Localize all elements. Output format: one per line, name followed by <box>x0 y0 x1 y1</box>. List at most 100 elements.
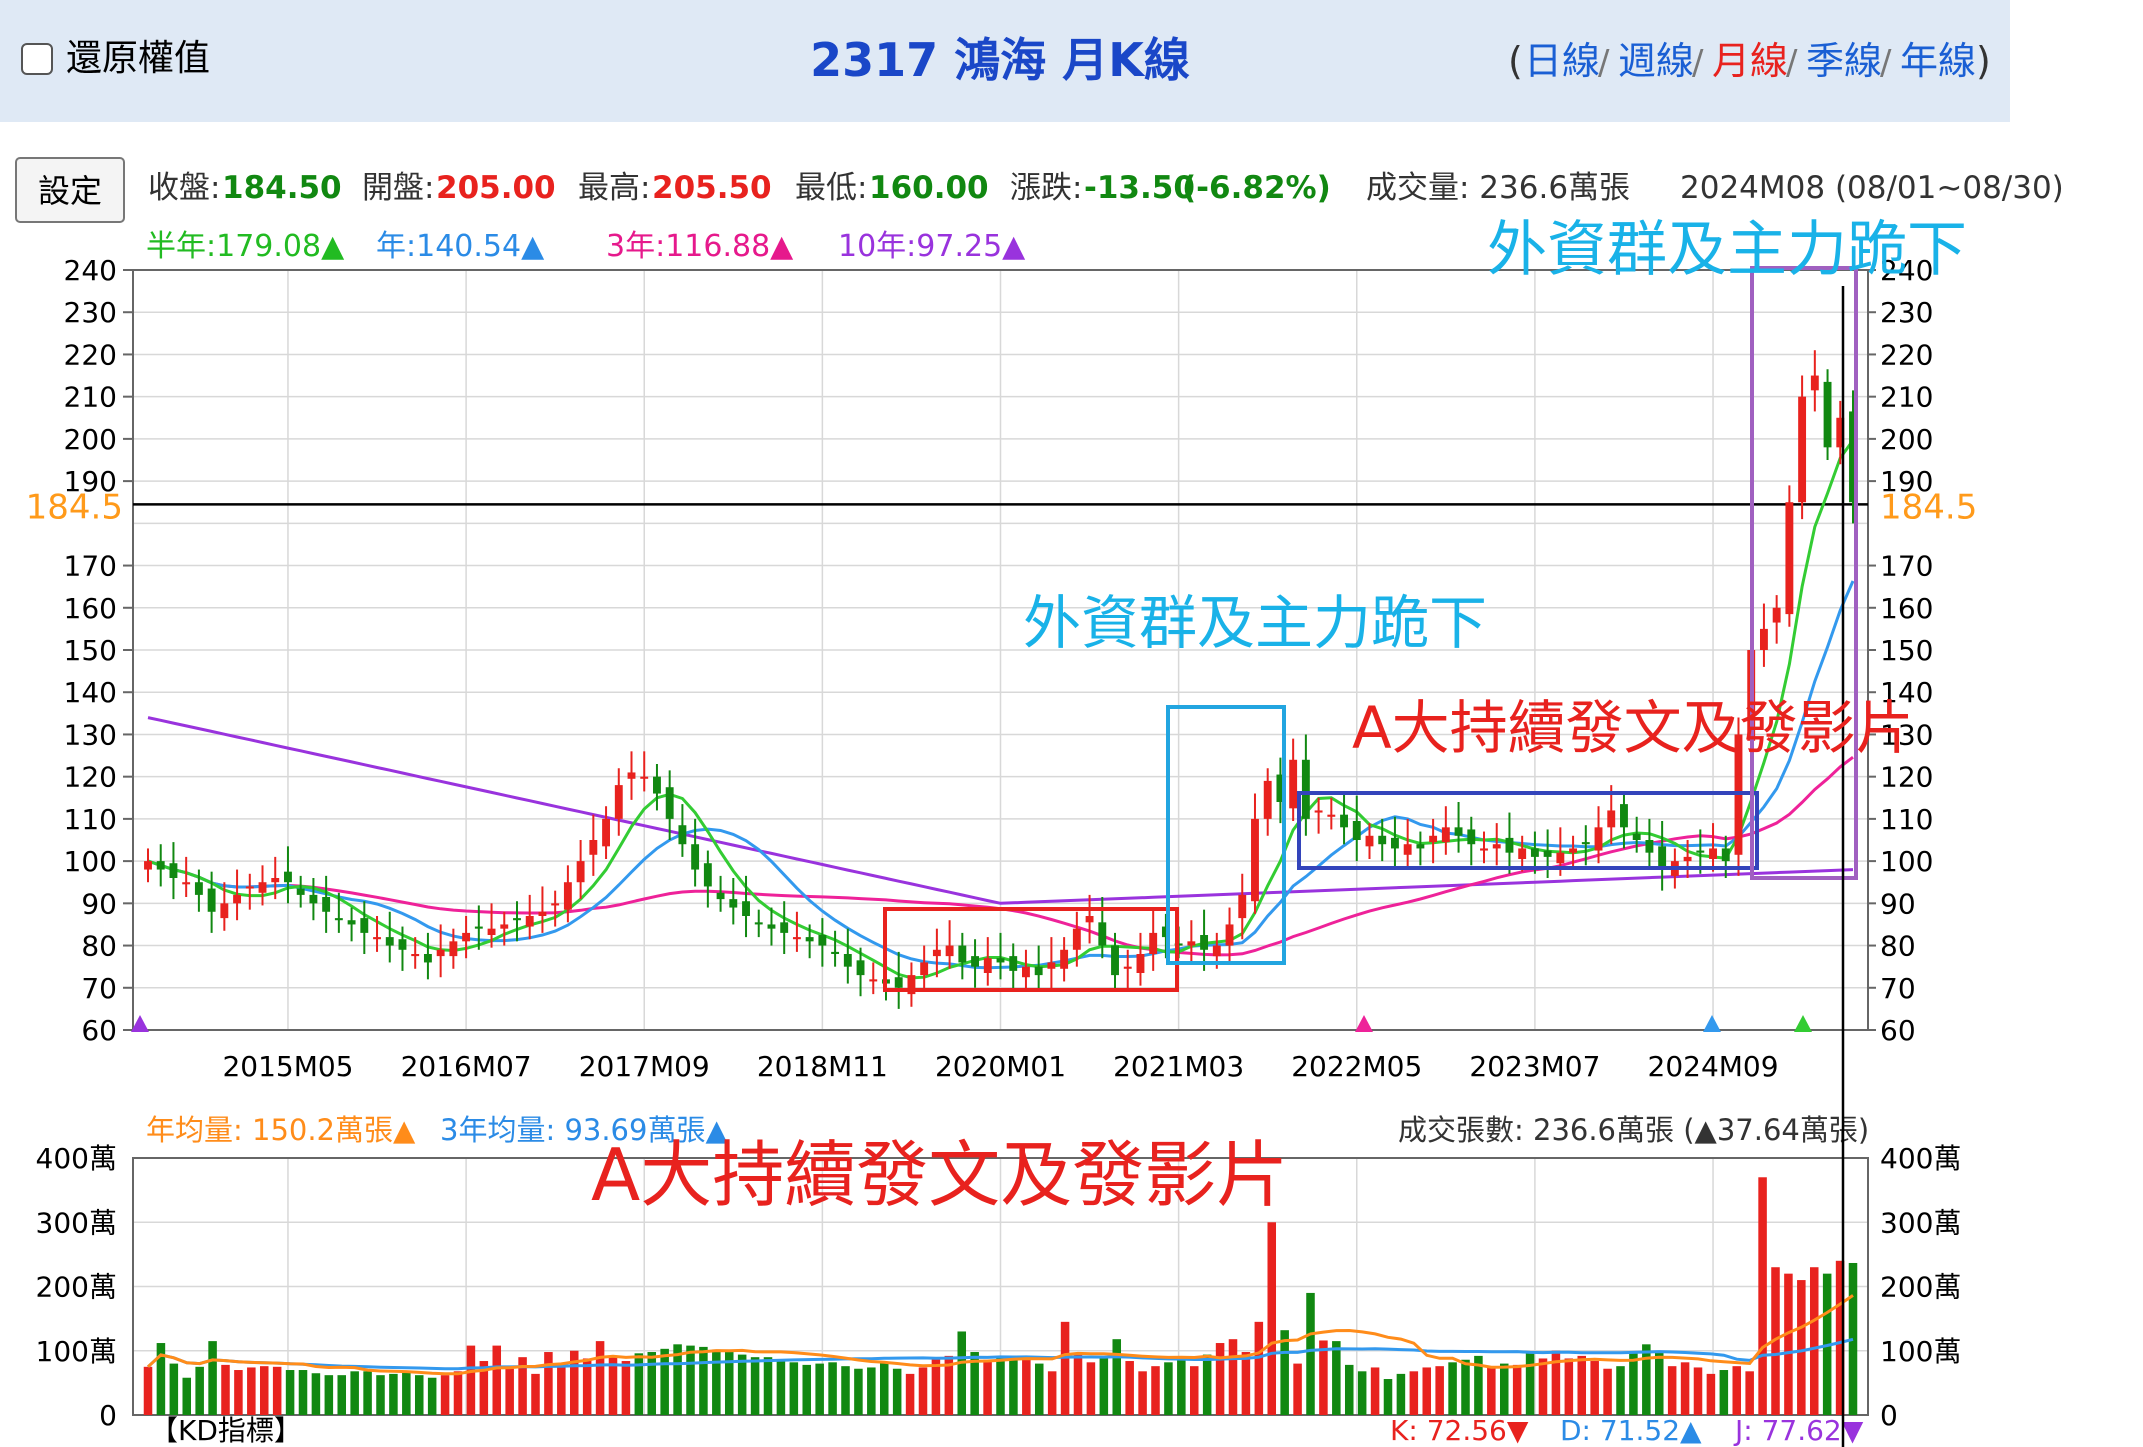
adjusted-price-checkbox[interactable] <box>21 43 53 75</box>
volume-bar <box>1241 1352 1251 1415</box>
volume-panel: 0 0 100萬 100萬 200萬 200萬 300萬 300萬 400萬 400萬 <box>36 1142 1962 1432</box>
volume-bar <box>828 1362 837 1415</box>
close-label: 收盤: <box>148 170 220 206</box>
candle-body <box>1022 966 1030 978</box>
volume-bar <box>272 1366 282 1415</box>
volume-bar <box>1525 1353 1535 1415</box>
period-link-1[interactable]: 週線 <box>1618 39 1694 83</box>
volume-bar <box>337 1375 347 1415</box>
candle-body <box>1683 856 1692 862</box>
candle-body <box>856 960 865 976</box>
x-tick-label: 2017M09 <box>579 1050 710 1083</box>
candle-body <box>754 922 763 925</box>
volume-bar <box>1642 1344 1651 1415</box>
ma-legend-2: 3年:116.88▲ <box>606 229 793 264</box>
vol-tick-left: 100萬 <box>36 1335 117 1368</box>
purple-rally-box <box>1750 266 1858 880</box>
candle-body <box>1111 945 1119 976</box>
candle-body <box>729 899 738 908</box>
volume-bar <box>143 1366 153 1415</box>
candle-body <box>614 785 623 819</box>
volume-bar <box>1034 1363 1044 1415</box>
candle-body <box>1123 966 1132 969</box>
volume-bar <box>1009 1355 1018 1415</box>
volume-bar <box>1293 1363 1302 1415</box>
candle-body <box>182 882 191 885</box>
candle-body <box>1709 848 1717 859</box>
period-link-2[interactable]: 月線 <box>1712 39 1788 83</box>
candle-body <box>309 894 318 904</box>
volume-bar <box>1125 1361 1134 1415</box>
crossover-marker <box>131 1015 149 1032</box>
vol-tick-right: 400萬 <box>1880 1142 1961 1175</box>
candle-body <box>233 894 242 904</box>
y-tick-left: 70 <box>81 972 117 1005</box>
y-tick-right: 200 <box>1880 423 1933 456</box>
candle-body <box>1390 837 1399 849</box>
candle-body <box>1352 821 1361 840</box>
volume-bar <box>1706 1373 1716 1415</box>
volume-bar <box>1177 1358 1186 1415</box>
candle-body <box>487 928 496 935</box>
volume-bar <box>1551 1350 1561 1415</box>
volume-bar <box>1680 1362 1690 1415</box>
three-year-avg-volume: 3年均量: 93.69萬張▲ <box>440 1113 728 1147</box>
close-value: 184.50 <box>222 170 342 206</box>
volume-bar <box>879 1362 889 1415</box>
candle-body <box>538 911 547 916</box>
y-tick-left: 100 <box>64 845 117 878</box>
volume-bar <box>1603 1368 1612 1415</box>
candle-body <box>1785 502 1794 615</box>
candle-body <box>423 954 432 963</box>
low-value: 160.00 <box>869 170 989 206</box>
volume-bar <box>544 1352 553 1415</box>
volume-bar <box>1474 1355 1483 1415</box>
y-tick-left: 220 <box>64 338 117 371</box>
candle-body <box>436 949 445 957</box>
candle-body <box>602 818 611 847</box>
candle-body <box>1632 833 1641 840</box>
y-tick-left: 140 <box>64 676 117 709</box>
volume-bar <box>1164 1362 1173 1415</box>
candle-body <box>563 882 572 910</box>
volume-bar <box>1435 1366 1444 1415</box>
period-separator: / <box>1786 43 1798 83</box>
volume-bar <box>1409 1371 1419 1415</box>
candle-body <box>869 979 878 982</box>
candle-body <box>971 956 979 967</box>
crossover-marker <box>1703 1015 1721 1032</box>
settings-button[interactable]: 設定 <box>15 157 125 223</box>
navy-range-box <box>1297 791 1759 870</box>
volume-bar <box>1654 1352 1664 1415</box>
candle-body <box>1798 396 1807 503</box>
candle-body <box>1759 628 1768 650</box>
volume-bar <box>660 1348 669 1415</box>
candle-body <box>1072 928 1081 950</box>
current-price-left: 184.5 <box>26 487 123 527</box>
x-tick-label: 2018M11 <box>757 1050 888 1083</box>
volume-bar <box>1564 1358 1574 1415</box>
period-link-3[interactable]: 季線 <box>1806 39 1882 83</box>
volume-bar <box>944 1355 954 1415</box>
period-link-4[interactable]: 年線 <box>1900 39 1976 83</box>
y-tick-right: 110 <box>1880 803 1933 836</box>
y-tick-right: 140 <box>1880 676 1933 709</box>
candle-body <box>1060 949 1069 969</box>
x-tick-label: 2016M07 <box>401 1050 532 1083</box>
candle-body <box>996 958 1005 963</box>
candle-body <box>1009 956 1018 971</box>
candle-body <box>398 939 407 950</box>
candle-body <box>1212 945 1221 957</box>
y-tick-left: 240 <box>64 254 117 287</box>
volume-bar <box>750 1357 760 1415</box>
candle-body <box>1620 804 1628 828</box>
candle-body <box>1429 835 1438 843</box>
volume-bar <box>1047 1371 1057 1415</box>
candle-body <box>1327 814 1336 817</box>
volume-bar <box>1771 1267 1780 1415</box>
ma-10y-line <box>147 716 1854 905</box>
y-tick-right: 150 <box>1880 634 1933 667</box>
y-tick-left: 120 <box>64 761 117 794</box>
period-link-0[interactable]: 日線 <box>1524 39 1600 83</box>
